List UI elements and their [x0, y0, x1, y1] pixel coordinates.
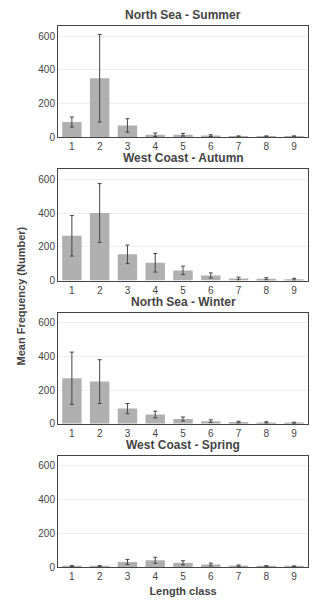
svg-text:5: 5 — [180, 428, 186, 439]
svg-text:West Coast - Spring: West Coast - Spring — [126, 438, 240, 452]
svg-text:3: 3 — [125, 141, 131, 152]
svg-text:8: 8 — [264, 571, 270, 582]
svg-text:8: 8 — [264, 141, 270, 152]
svg-text:400: 400 — [38, 494, 55, 505]
svg-text:2: 2 — [97, 571, 103, 582]
svg-text:3: 3 — [125, 428, 131, 439]
svg-text:9: 9 — [291, 141, 297, 152]
svg-text:6: 6 — [208, 571, 214, 582]
svg-text:9: 9 — [291, 285, 297, 296]
svg-text:4: 4 — [152, 141, 158, 152]
svg-text:6: 6 — [208, 285, 214, 296]
svg-text:4: 4 — [152, 285, 158, 296]
svg-text:5: 5 — [180, 141, 186, 152]
svg-text:600: 600 — [38, 174, 55, 185]
svg-text:9: 9 — [291, 428, 297, 439]
svg-text:West Coast - Autumn: West Coast - Autumn — [123, 151, 244, 165]
svg-text:9: 9 — [291, 571, 297, 582]
svg-text:2: 2 — [97, 285, 103, 296]
svg-text:600: 600 — [38, 317, 55, 328]
svg-text:5: 5 — [180, 285, 186, 296]
svg-text:1: 1 — [69, 571, 75, 582]
svg-text:2: 2 — [97, 428, 103, 439]
svg-text:0: 0 — [49, 418, 55, 429]
svg-text:0: 0 — [49, 562, 55, 573]
svg-text:4: 4 — [152, 428, 158, 439]
svg-text:3: 3 — [125, 285, 131, 296]
svg-text:200: 200 — [38, 385, 55, 396]
svg-text:600: 600 — [38, 31, 55, 42]
svg-text:7: 7 — [236, 141, 242, 152]
svg-text:2: 2 — [97, 141, 103, 152]
svg-text:400: 400 — [38, 64, 55, 75]
svg-text:North Sea - Summer: North Sea - Summer — [125, 8, 241, 22]
svg-text:200: 200 — [38, 98, 55, 109]
svg-text:5: 5 — [180, 571, 186, 582]
svg-text:8: 8 — [264, 428, 270, 439]
svg-text:8: 8 — [264, 285, 270, 296]
svg-text:200: 200 — [38, 241, 55, 252]
svg-text:4: 4 — [152, 571, 158, 582]
svg-text:400: 400 — [38, 208, 55, 219]
svg-text:400: 400 — [38, 351, 55, 362]
svg-text:7: 7 — [236, 571, 242, 582]
svg-text:0: 0 — [49, 132, 55, 143]
svg-text:7: 7 — [236, 428, 242, 439]
svg-text:6: 6 — [208, 141, 214, 152]
svg-text:600: 600 — [38, 460, 55, 471]
svg-text:1: 1 — [69, 428, 75, 439]
svg-text:6: 6 — [208, 428, 214, 439]
svg-text:1: 1 — [69, 141, 75, 152]
svg-text:0: 0 — [49, 275, 55, 286]
svg-text:Length class: Length class — [149, 585, 216, 597]
svg-text:North Sea - Winter: North Sea - Winter — [131, 295, 236, 309]
svg-text:3: 3 — [125, 571, 131, 582]
svg-text:1: 1 — [69, 285, 75, 296]
svg-text:Mean Frequency (Number): Mean Frequency (Number) — [15, 226, 27, 365]
svg-text:7: 7 — [236, 285, 242, 296]
svg-text:200: 200 — [38, 528, 55, 539]
